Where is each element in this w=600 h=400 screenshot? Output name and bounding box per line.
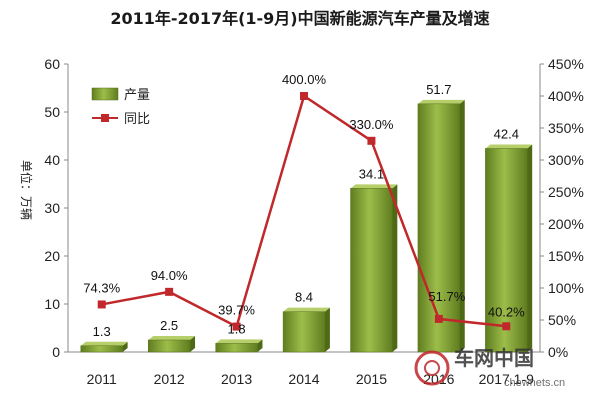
left-tick-label: 20 xyxy=(44,248,60,264)
right-axis-ticks: 0% 50% 100% 150% 200% 250% 300% 350% 400% 450% xyxy=(540,56,584,360)
bar-side xyxy=(527,144,533,352)
line-marker xyxy=(502,322,511,331)
bar-top xyxy=(350,184,398,189)
bar-data-label: 34.1 xyxy=(359,166,384,181)
bar xyxy=(215,343,258,353)
bar-side xyxy=(190,336,196,352)
line-data-label: 40.2% xyxy=(488,304,525,319)
bar-top xyxy=(485,144,533,149)
right-tick-label: 50% xyxy=(548,312,576,328)
legend: 产量 同比 xyxy=(91,87,150,127)
bar xyxy=(147,339,191,353)
bar-data-label: 8.4 xyxy=(295,290,313,305)
bar-top xyxy=(148,336,196,340)
bar xyxy=(485,148,528,353)
bar-data-label: 51.7 xyxy=(426,82,451,97)
right-tick-label: 400% xyxy=(548,88,584,104)
left-tick-label: 0 xyxy=(52,344,60,360)
right-tick-label: 100% xyxy=(548,280,584,296)
left-tick-label: 10 xyxy=(44,296,60,312)
bar-data-label: 1.8 xyxy=(228,321,246,336)
bar-top xyxy=(80,341,128,346)
bar-side xyxy=(257,339,263,352)
line-data-label: 51.7% xyxy=(428,289,465,304)
bar-data-label: 2.5 xyxy=(160,318,178,333)
data-labels: 1.3 2.5 1.8 8.4 34.1 51.7 42.4 74.3% 94.0% 39.7% 4… xyxy=(83,72,525,339)
legend-label-bar: 产量 xyxy=(124,88,150,103)
bar-side xyxy=(459,99,465,352)
x-tick-label: 2014 xyxy=(288,371,319,387)
line-marker xyxy=(300,92,308,100)
right-tick-label: 300% xyxy=(548,152,584,168)
left-axis-ticks: 0 10 20 30 40 50 60 xyxy=(44,56,68,360)
line-marker xyxy=(367,136,376,145)
line-marker xyxy=(434,314,443,323)
bar xyxy=(417,103,461,353)
bar-series xyxy=(80,99,533,353)
bar xyxy=(350,188,393,353)
watermark-url: chewnets.cn xyxy=(504,377,565,389)
bar-side xyxy=(324,307,330,352)
legend-swatch-marker xyxy=(101,114,109,122)
watermark-logo-icon xyxy=(414,350,450,386)
line-series xyxy=(97,92,511,331)
legend-swatch-bar xyxy=(91,87,119,101)
y-axis-label: 单位：万辆 xyxy=(19,160,34,220)
line-marker xyxy=(165,287,174,296)
left-tick-label: 50 xyxy=(44,104,60,120)
line-data-label: 94.0% xyxy=(151,268,188,283)
x-tick-label: 2011 xyxy=(87,371,117,387)
bar-top xyxy=(215,339,263,344)
left-tick-label: 60 xyxy=(44,56,60,72)
right-tick-label: 0% xyxy=(548,344,568,360)
watermark-text: 车网中国 xyxy=(454,346,534,370)
bar-data-label: 42.4 xyxy=(494,126,519,141)
watermark: 车网中国 chewnets.cn xyxy=(414,346,565,389)
right-tick-label: 350% xyxy=(548,120,584,136)
line-marker xyxy=(232,322,241,331)
bar-side xyxy=(392,184,398,352)
bar-top xyxy=(417,99,465,104)
line-data-label: 400.0% xyxy=(282,72,327,87)
line-data-label: 39.7% xyxy=(218,303,255,318)
left-tick-label: 40 xyxy=(44,152,60,168)
watermark-logo-inner xyxy=(424,360,440,376)
bar xyxy=(282,311,326,353)
bar-side xyxy=(122,341,128,352)
line-data-label: 74.3% xyxy=(83,280,120,295)
bar-top xyxy=(283,307,330,312)
x-tick-label: 2017.1-9 xyxy=(479,371,534,387)
right-tick-label: 150% xyxy=(548,248,584,264)
right-tick-label: 250% xyxy=(548,184,584,200)
chart-title: 2011年-2017年(1-9月)中国新能源汽车产量及增速 xyxy=(110,9,489,28)
bar-data-label: 1.3 xyxy=(93,324,111,339)
legend-label-line: 同比 xyxy=(124,112,150,127)
bar xyxy=(80,345,123,353)
x-axis-ticks: 2011 2012 2013 2014 2015 2016 2017.1-9 xyxy=(87,371,534,387)
x-tick-label: 2013 xyxy=(221,371,252,387)
line-marker xyxy=(97,300,106,309)
x-tick-label: 2012 xyxy=(154,371,185,387)
right-tick-label: 200% xyxy=(548,216,584,232)
x-tick-label: 2015 xyxy=(356,371,387,387)
line-data-label: 330.0% xyxy=(349,117,394,132)
right-tick-label: 450% xyxy=(548,56,584,72)
left-tick-label: 30 xyxy=(44,200,60,216)
